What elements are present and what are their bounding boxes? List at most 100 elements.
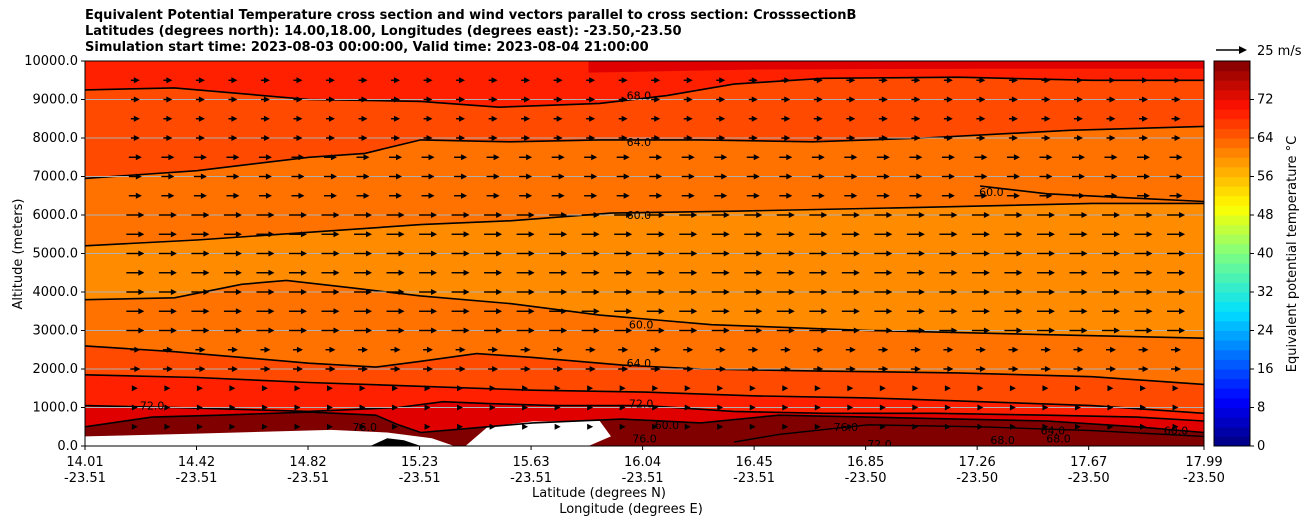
wind-vector [354,269,373,276]
y-tick-label: 7000.0 [33,170,79,185]
wind-vector [358,96,368,103]
wind-vector [489,423,496,430]
wind-vector [261,423,268,430]
wind-vector [912,385,919,392]
colorbar-tick-label: 64 [1257,131,1274,146]
wind-vector [711,308,730,315]
wind-vector [1167,250,1186,257]
wind-vector [1004,269,1023,276]
wind-vector [1140,385,1147,392]
wind-vector [939,269,958,276]
wind-vector [679,250,698,257]
wind-vector [323,192,337,199]
wind-vector [1069,231,1088,238]
wind-vector [749,404,756,411]
wind-vector [1106,96,1116,103]
wind-vector [256,289,275,295]
wind-vector [1134,212,1153,218]
wind-vector [391,115,401,122]
wind-vector [488,346,499,353]
wind-vector [228,96,238,103]
wind-vector [845,366,856,372]
contour-label: 64.0 [627,136,652,149]
wind-vector [679,269,698,276]
x-axis-label: Latitude (degrees N) [532,486,666,501]
wind-vector [158,269,177,276]
wind-vector [744,250,763,257]
wind-vector [776,327,795,334]
wind-vector [321,269,340,276]
wind-vector [293,135,303,141]
wind-vector [649,173,663,180]
wind-vector [879,385,886,392]
wind-vector [191,250,210,257]
wind-vector [293,96,303,103]
colorbar-bin [1214,407,1250,418]
wind-vector [391,135,401,141]
wind-vector [223,289,242,295]
wind-vector [717,385,724,392]
wind-vector [291,192,305,199]
colorbar-bin [1214,378,1250,389]
wind-vector [228,135,238,141]
wind-vector [516,327,535,334]
colorbar-bin [1214,417,1250,428]
wind-vector [519,173,533,180]
wind-vector [294,404,301,411]
wind-vector [1101,231,1120,238]
wind-vector [911,135,921,141]
wind-vector [1071,154,1085,161]
wind-vector [359,423,366,430]
wind-vector [551,173,565,180]
wind-vector [291,154,305,161]
colorbar-bin [1214,128,1250,139]
wind-vector [943,115,953,122]
wind-vector [392,385,399,392]
wind-vector [516,231,535,238]
x-tick-label-lat: 14.01 [66,455,103,470]
wind-vector [912,423,919,430]
wind-vector [971,269,990,276]
wind-vector [391,96,401,103]
wind-vector [614,212,633,218]
wind-vector [646,308,665,315]
wind-vector [715,366,726,372]
wind-vector [1134,269,1153,276]
wind-vector [878,115,888,122]
wind-vector [943,135,953,141]
wind-vector [746,173,760,180]
wind-vector [260,96,270,103]
wind-vector [586,77,596,84]
wind-vector [516,250,535,257]
wind-vector [126,289,145,295]
wind-vector [423,346,434,353]
wind-vector [586,135,596,141]
wind-vector [1073,366,1084,372]
colorbar-bin [1214,234,1250,245]
wind-vector [809,231,828,238]
wind-vector [288,269,307,276]
wind-vector [549,231,568,238]
quiver-key-arrowhead [1239,46,1247,54]
wind-vector [683,77,693,84]
wind-vector [389,154,403,161]
contour-label: 60.0 [627,209,652,222]
wind-vector [358,366,369,372]
wind-vector [291,173,305,180]
wind-vector [256,327,275,334]
wind-vector [1134,231,1153,238]
colorbar-bin [1214,282,1250,293]
wind-vector [294,385,301,392]
wind-vector [484,269,503,276]
wind-vector [1039,173,1053,180]
wind-vector [911,96,921,103]
wind-vector [581,327,600,334]
colorbar-bin [1214,215,1250,226]
wind-vector [1036,269,1055,276]
wind-vector [844,173,858,180]
wind-vector [1036,250,1055,257]
wind-vector [1006,173,1020,180]
wind-vector [325,135,335,141]
wind-vector [424,423,431,430]
